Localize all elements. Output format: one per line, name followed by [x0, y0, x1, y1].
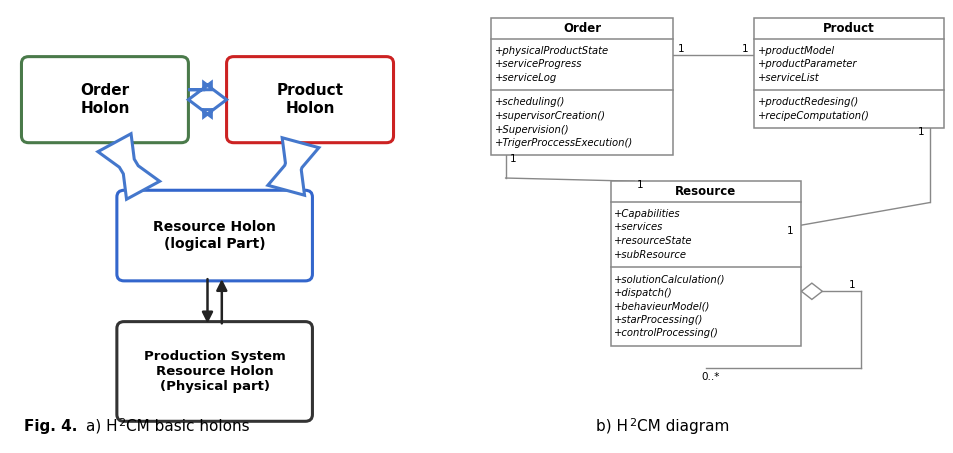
Text: +physicalProductState: +physicalProductState: [495, 46, 609, 56]
Text: +productRedesing(): +productRedesing(): [757, 97, 858, 107]
Text: +supervisorCreation(): +supervisorCreation(): [495, 111, 605, 121]
Bar: [491, 18, 672, 155]
Text: Resource Holon
(logical Part): Resource Holon (logical Part): [153, 221, 275, 251]
Text: +dispatch(): +dispatch(): [614, 288, 673, 298]
Text: Production System
Resource Holon
(Physical part): Production System Resource Holon (Physic…: [144, 350, 285, 393]
Text: +scheduling(): +scheduling(): [495, 97, 565, 107]
Bar: [753, 18, 943, 128]
Text: 1: 1: [917, 127, 923, 137]
Text: Resource: Resource: [675, 185, 736, 198]
Text: 0..*: 0..*: [700, 371, 719, 381]
Text: +resourceState: +resourceState: [614, 236, 692, 246]
FancyBboxPatch shape: [116, 190, 312, 281]
Text: +productParameter: +productParameter: [757, 59, 856, 69]
Text: +Supervision(): +Supervision(): [495, 125, 569, 135]
Text: +serviceList: +serviceList: [757, 73, 819, 83]
Polygon shape: [189, 82, 227, 117]
Text: +starProcessing(): +starProcessing(): [614, 315, 703, 325]
FancyBboxPatch shape: [227, 57, 393, 143]
FancyBboxPatch shape: [116, 322, 312, 421]
Text: +services: +services: [614, 222, 663, 232]
Text: CM basic holons: CM basic holons: [126, 419, 250, 434]
Text: 2: 2: [118, 418, 125, 428]
Text: 1: 1: [741, 43, 747, 53]
Polygon shape: [98, 134, 159, 199]
Bar: [610, 181, 801, 346]
Text: 2: 2: [628, 418, 635, 428]
FancyBboxPatch shape: [22, 57, 189, 143]
Text: +serviceLog: +serviceLog: [495, 73, 557, 83]
Text: +serviceProgress: +serviceProgress: [495, 59, 582, 69]
Text: 1: 1: [636, 180, 642, 190]
Text: 1: 1: [509, 154, 516, 164]
Polygon shape: [268, 138, 318, 195]
Text: Order: Order: [562, 22, 600, 35]
Text: CM diagram: CM diagram: [637, 419, 728, 434]
Text: a) H: a) H: [86, 419, 117, 434]
Text: Fig. 4.: Fig. 4.: [24, 419, 77, 434]
Text: Product: Product: [822, 22, 874, 35]
Text: 1: 1: [848, 280, 854, 289]
Text: +behavieurModel(): +behavieurModel(): [614, 301, 710, 311]
Text: +controlProcessing(): +controlProcessing(): [614, 328, 719, 338]
Text: +TrigerProccessExecution(): +TrigerProccessExecution(): [495, 138, 633, 148]
Text: +productModel: +productModel: [757, 46, 834, 56]
Text: Product
Holon: Product Holon: [276, 83, 343, 116]
Text: Order
Holon: Order Holon: [80, 83, 130, 116]
Text: +recipeComputation(): +recipeComputation(): [757, 111, 868, 121]
Text: +solutionCalculation(): +solutionCalculation(): [614, 274, 725, 284]
Text: 1: 1: [786, 226, 793, 236]
Text: 1: 1: [678, 43, 684, 53]
Text: +Capabilities: +Capabilities: [614, 209, 680, 219]
Text: +subResource: +subResource: [614, 250, 687, 260]
Text: b) H: b) H: [596, 419, 628, 434]
